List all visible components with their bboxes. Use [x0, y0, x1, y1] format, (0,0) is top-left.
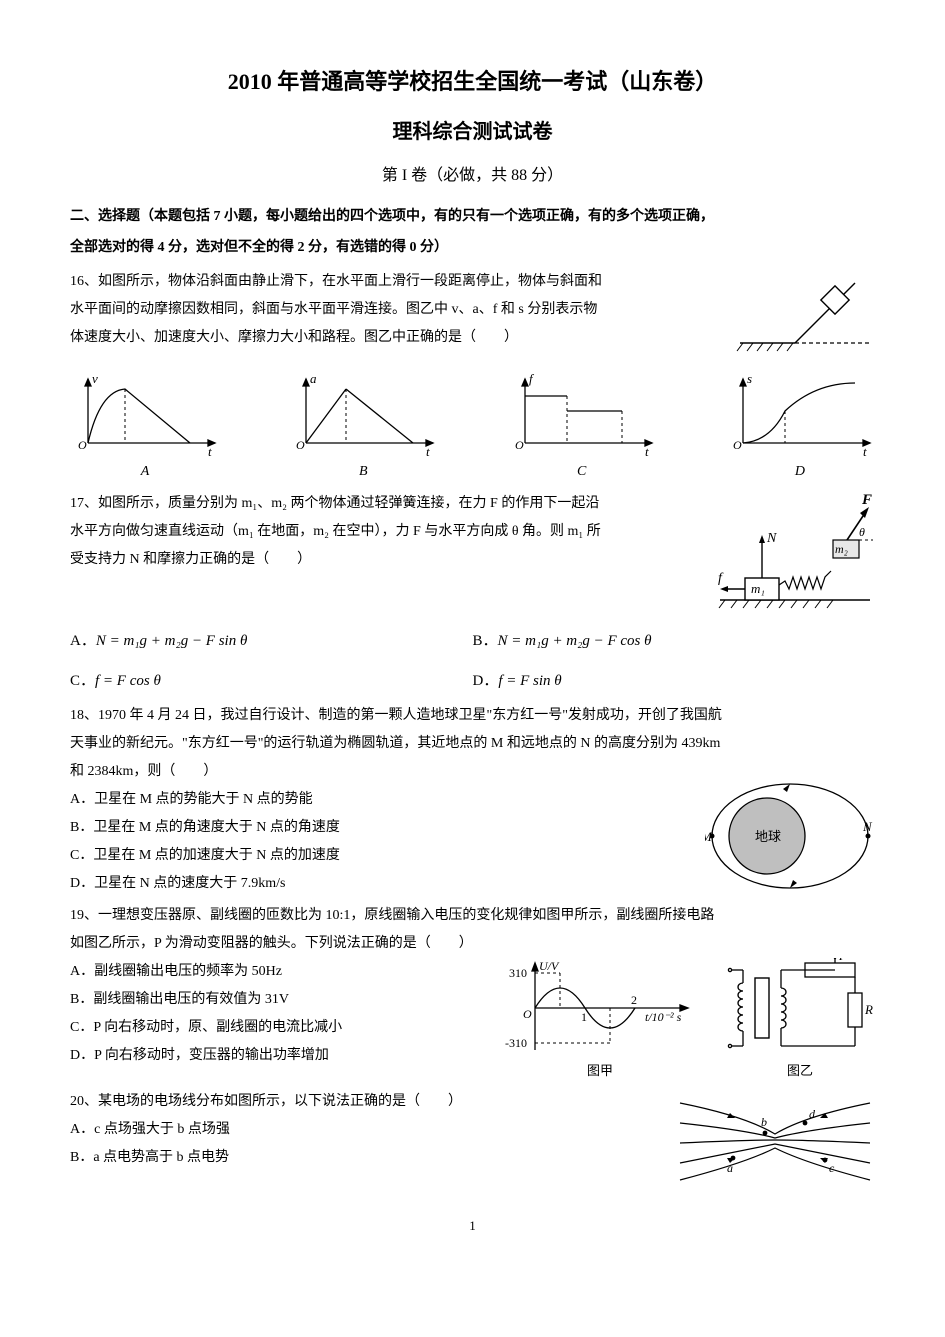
q16-incline-figure [735, 268, 875, 363]
q17-optA-text: N = m₁g + m₂g − F sin θ [96, 633, 248, 649]
q19-figure-1: U/V 310 O -310 1 2 t/10⁻² s 图甲 [505, 958, 695, 1084]
q19-figures: U/V 310 O -310 1 2 t/10⁻² s 图甲 [505, 958, 875, 1084]
axis-origin: O [78, 438, 87, 452]
q17-label-m1: m₁ [751, 581, 765, 596]
q18-label-M: M [705, 829, 713, 844]
q19-ytick-neg310: -310 [505, 1036, 527, 1050]
q18-stem-1: 18、1970 年 4 月 24 日，我过自行设计、制造的第一颗人造地球卫星"东… [70, 702, 875, 730]
instr-line2: 全部选对的得 4 分，选对但不全的得 2 分，有选错的得 0 分） [70, 240, 448, 255]
title-main: 2010 年普通高等学校招生全国统一考试（山东卷） [70, 60, 875, 104]
q17-optB-label: B． [473, 633, 498, 649]
q17-option-C: C．f = F cos θ [70, 666, 473, 696]
q19-caption-1: 图甲 [505, 1058, 695, 1084]
q17-options: A．N = m₁g + m₂g − F sin θ B．N = m₁g + m₂… [70, 626, 875, 696]
q17-optC-text: f = F cos θ [95, 673, 161, 689]
q17-label-m2: m₂ [835, 542, 848, 556]
q18-figure: 地球 M N [705, 776, 875, 896]
axis-x-t: t [863, 444, 867, 456]
axis-y-v: v [92, 371, 98, 386]
q20-label-d: d [809, 1107, 816, 1121]
instr-line1: 二、选择题（本题包括 7 小题，每小题给出的四个选项中，有的只有一个选项正确，有… [70, 209, 714, 224]
section-instructions: 二、选择题（本题包括 7 小题，每小题给出的四个选项中，有的只有一个选项正确，有… [70, 202, 875, 264]
q17-option-A: A．N = m₁g + m₂g − F sin θ [70, 626, 473, 656]
q16-label-D: D [725, 458, 875, 486]
q17-label-F: F [861, 492, 872, 508]
q17-label-N: N [766, 531, 777, 546]
q20-figure: a b c d [675, 1088, 875, 1183]
q19-ytick-310: 310 [509, 966, 527, 980]
question-16: 16、如图所示，物体沿斜面由静止滑下，在水平面上滑行一段距离停止，物体与斜面和 … [70, 268, 875, 486]
axis-x-t: t [426, 444, 430, 456]
q19-ytick-O: O [523, 1007, 532, 1021]
q16-graph-D: O s t D [725, 371, 875, 486]
q18-earth-label: 地球 [755, 829, 781, 844]
q19-label-P: P [838, 958, 847, 963]
question-19: 19、一理想变压器原、副线圈的匝数比为 10:1，原线圈输入电压的变化规律如图甲… [70, 902, 875, 1084]
q16-label-C: C [507, 458, 657, 486]
q20-label-b: b [761, 1115, 767, 1129]
q16-graph-A: O v t A [70, 371, 220, 486]
q16-label-B: B [288, 458, 438, 486]
q20-label-a: a [727, 1161, 733, 1175]
q17-optA-label: A． [70, 633, 96, 649]
q17-optD-label: D． [473, 673, 499, 689]
axis-origin: O [515, 438, 524, 452]
axis-origin: O [733, 438, 742, 452]
q17-option-D: D．f = F sin θ [473, 666, 876, 696]
q17-optD-text: f = F sin θ [498, 673, 561, 689]
title-part: 第 I 卷（必做，共 88 分） [70, 160, 875, 192]
q19-stem-2: 如图乙所示，P 为滑动变阻器的触头。下列说法正确的是（ ） [70, 930, 875, 958]
q18-label-N: N [862, 819, 873, 834]
axis-x-t: t [208, 444, 212, 456]
q18-stem-2: 天事业的新纪元。"东方红一号"的运行轨道为椭圆轨道，其近地点的 M 和远地点的 … [70, 730, 875, 758]
axis-x-t: t [645, 444, 649, 456]
q19-figure-2: P R 图乙 [725, 958, 875, 1084]
q19-label-R: R [864, 1002, 873, 1017]
axis-y-f: f [529, 371, 535, 386]
q19-stem-1: 19、一理想变压器原、副线圈的匝数比为 10:1，原线圈输入电压的变化规律如图甲… [70, 902, 875, 930]
q16-label-A: A [70, 458, 220, 486]
q17-label-f: f [718, 571, 724, 586]
axis-y-s: s [747, 371, 752, 386]
q19-xtick-2: 2 [631, 993, 637, 1007]
q16-graph-B: O a t B [288, 371, 438, 486]
title-sub: 理科综合测试试卷 [70, 112, 875, 152]
q19-xtick-1: 1 [581, 1010, 587, 1024]
axis-y-a: a [310, 371, 317, 386]
page-number: 1 [70, 1213, 875, 1239]
q17-optB-text: N = m₁g + m₂g − F cos θ [498, 633, 652, 649]
q19-ylabel: U/V [539, 959, 560, 973]
q20-label-c: c [829, 1161, 835, 1175]
q19-caption-2: 图乙 [725, 1058, 875, 1084]
q17-label-theta: θ [859, 525, 865, 539]
q17-option-B: B．N = m₁g + m₂g − F cos θ [473, 626, 876, 656]
q17-optC-label: C． [70, 673, 95, 689]
q19-xlabel: t/10⁻² s [645, 1010, 682, 1024]
q16-graphs-row: O v t A O a t B [70, 371, 875, 486]
question-17: m₁ N f m₂ F θ 17、如图所示，质量分别为 m₁、m₂ 两个物体通过… [70, 490, 875, 696]
q17-figure: m₁ N f m₂ F θ [715, 490, 875, 620]
q16-graph-C: O f t C [507, 371, 657, 486]
axis-origin: O [296, 438, 305, 452]
question-18: 18、1970 年 4 月 24 日，我过自行设计、制造的第一颗人造地球卫星"东… [70, 702, 875, 898]
question-20: a b c d 20、某电场的电场线分布如图所示，以下说法正确的是（ ） A．c… [70, 1088, 875, 1183]
